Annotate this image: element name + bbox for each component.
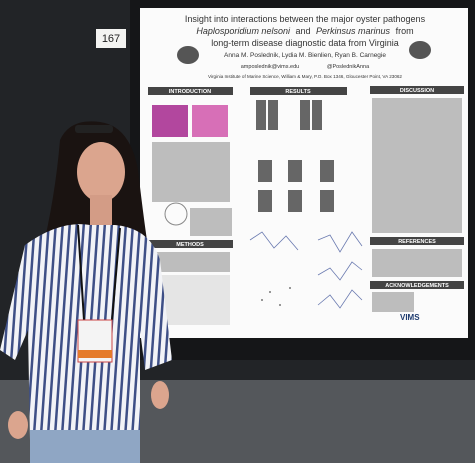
poster-title: Insight into interactions between the ma… (185, 14, 426, 24)
scatter-figure (261, 287, 291, 306)
pathogen-name: Haplosporidium nelsoni (196, 26, 291, 36)
sunglasses (75, 125, 113, 133)
diagram-circle (164, 202, 188, 226)
number-card (96, 29, 126, 48)
pathogen-name: Perkinsus marinus (316, 26, 391, 36)
affiliation: Virginia Institute of Marine Science, Wi… (208, 74, 402, 79)
section-header-bar (148, 240, 233, 248)
hand (8, 411, 28, 439)
person (0, 121, 172, 463)
lanyard (77, 224, 121, 321)
oyster-icon (177, 46, 199, 64)
section-header-bar (370, 237, 464, 245)
histology-image (192, 105, 228, 137)
hand (151, 381, 169, 409)
section-header: RESULTS (285, 89, 311, 95)
title-word: and (295, 26, 310, 36)
twitter: @PoslednikAnna (327, 64, 370, 70)
logo: VIMS (400, 313, 420, 322)
line-figure (249, 231, 363, 309)
section-header-bar (370, 281, 464, 289)
section-header-bar (370, 86, 464, 94)
poster: Insight into interactions between the ma… (140, 8, 468, 338)
poster-number: 167 (102, 33, 120, 45)
authors: Anna M. Poslednik, Lydia M. Bienlien, Ry… (224, 52, 386, 59)
oyster-icon (409, 41, 431, 59)
email: amposlednik@vims.edu (241, 64, 299, 70)
text-block (152, 98, 462, 312)
badge-stripe (78, 350, 112, 358)
jeans (30, 430, 140, 463)
section-header: ACKNOWLEDGEMENTS (385, 283, 449, 289)
section-header: METHODS (176, 242, 204, 248)
neck (90, 195, 112, 225)
poster-title: Haplosporidium nelsoni and Perkinsus mar… (196, 26, 413, 36)
section-header: INTRODUCTION (169, 89, 211, 95)
face (77, 142, 125, 202)
section-header: REFERENCES (398, 239, 436, 245)
poster-title: long-term disease diagnostic data from V… (211, 38, 398, 48)
section-header-bar (250, 87, 347, 95)
histology-image (152, 105, 188, 137)
title-word: from (396, 26, 414, 36)
map-figure (160, 275, 230, 325)
bar-figure (256, 100, 334, 212)
section-header: DISCUSSION (400, 88, 434, 94)
section-header-bar (148, 87, 233, 95)
